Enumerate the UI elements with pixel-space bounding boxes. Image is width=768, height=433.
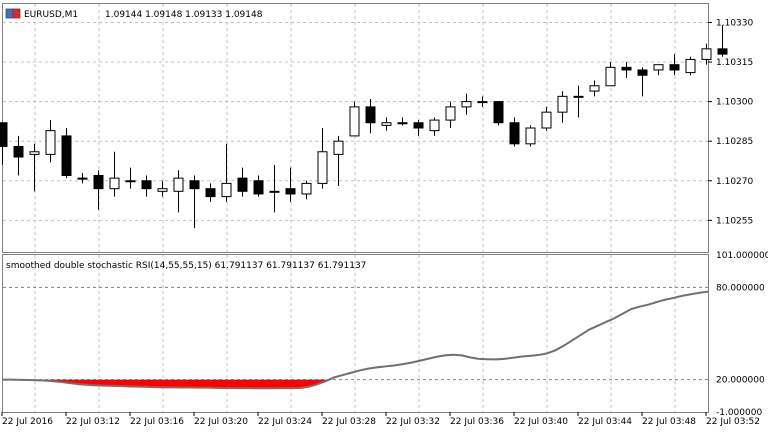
candle[interactable] — [589, 80, 600, 97]
oversold-fill — [3, 379, 330, 389]
candle[interactable] — [29, 143, 40, 192]
indicator-line — [3, 290, 709, 390]
indicator-tick-label: 101.000000 — [716, 251, 768, 261]
candle[interactable] — [669, 54, 680, 76]
candle[interactable] — [717, 25, 728, 57]
candle[interactable] — [93, 170, 104, 210]
candle[interactable] — [109, 151, 120, 197]
price-tick-label: 1.10270 — [716, 177, 753, 187]
indicator-tick-label: 80.000000 — [716, 283, 765, 293]
candle[interactable] — [557, 91, 568, 123]
candle[interactable] — [0, 122, 8, 165]
candle[interactable] — [61, 128, 72, 179]
price-tick-label: 1.10285 — [716, 137, 753, 147]
time-label: 22 Jul 03:12 — [66, 417, 120, 427]
candle[interactable] — [429, 117, 440, 136]
price-tick-label: 1.10300 — [716, 98, 753, 108]
candle[interactable] — [141, 175, 152, 197]
candle[interactable] — [285, 167, 296, 202]
candle[interactable] — [269, 164, 280, 213]
candle[interactable] — [189, 175, 200, 229]
candle[interactable] — [173, 170, 184, 213]
candlestick-series[interactable] — [0, 25, 728, 229]
indicator-caption: smoothed double stochastic RSI(14,55,55,… — [6, 261, 366, 271]
symbol-icon — [5, 8, 21, 19]
candle[interactable] — [493, 101, 504, 126]
time-label: 22 Jul 03:32 — [386, 417, 440, 427]
indicator-tick-label: -1.000000 — [716, 408, 762, 418]
candle[interactable] — [253, 175, 264, 197]
time-label: 22 Jul 03:24 — [258, 417, 312, 427]
candle[interactable] — [317, 128, 328, 189]
indicator-series — [3, 290, 709, 390]
ohlc-values-label: 1.09144 1.09148 1.09133 1.09148 — [105, 10, 263, 20]
candle[interactable] — [365, 98, 376, 134]
candle[interactable] — [605, 62, 616, 87]
candle[interactable] — [397, 117, 408, 126]
indicator-tick-label: 20.000000 — [716, 376, 765, 386]
candle[interactable] — [237, 167, 248, 197]
time-label: 22 Jul 03:48 — [642, 417, 696, 427]
time-label: 22 Jul 03:16 — [130, 417, 184, 427]
price-tick-label: 1.10315 — [716, 58, 753, 68]
time-label: 22 Jul 03:40 — [514, 417, 568, 427]
candle[interactable] — [573, 85, 584, 118]
symbol-timeframe-label: EURUSD,M1 — [24, 10, 78, 20]
candle[interactable] — [621, 62, 632, 78]
candle[interactable] — [445, 101, 456, 128]
time-axis[interactable]: 22 Jul 2016 22 Jul 03:12 22 Jul 03:16 22… — [2, 417, 760, 427]
indicator-grid — [34, 255, 676, 412]
candle[interactable] — [125, 167, 136, 189]
candle[interactable] — [509, 117, 520, 147]
main-chart-grid — [3, 4, 708, 252]
candle[interactable] — [349, 101, 360, 137]
price-tick-label: 1.10255 — [716, 216, 753, 226]
time-label: 22 Jul 03:44 — [578, 417, 632, 427]
indicator-axis[interactable]: 101.000000 80.000000 20.000000 -1.000000 — [716, 251, 768, 418]
candle[interactable] — [461, 93, 472, 115]
candle[interactable] — [333, 135, 344, 187]
candle[interactable] — [45, 120, 56, 163]
time-label: 22 Jul 2016 — [2, 417, 53, 427]
time-label: 22 Jul 03:20 — [194, 417, 248, 427]
time-label: 22 Jul 03:28 — [322, 417, 376, 427]
candle[interactable] — [525, 125, 536, 147]
candle[interactable] — [653, 64, 664, 76]
candle[interactable] — [637, 67, 648, 97]
candle[interactable] — [157, 180, 168, 197]
candle[interactable] — [221, 143, 232, 202]
price-axis[interactable]: 1.10330 1.10315 1.10300 1.10285 1.10270 … — [716, 18, 753, 226]
candle[interactable] — [477, 96, 488, 107]
candle[interactable] — [685, 56, 696, 76]
time-label: 22 Jul 03:36 — [450, 417, 504, 427]
price-tick-label: 1.10330 — [716, 18, 753, 28]
candle[interactable] — [77, 172, 88, 184]
candle[interactable] — [701, 43, 712, 65]
candle[interactable] — [413, 120, 424, 136]
candle[interactable] — [541, 106, 552, 131]
time-label: 22 Jul 03:52 — [706, 417, 760, 427]
candle[interactable] — [13, 135, 24, 176]
candle[interactable] — [205, 183, 216, 202]
candle[interactable] — [301, 180, 312, 200]
candle[interactable] — [381, 117, 392, 131]
